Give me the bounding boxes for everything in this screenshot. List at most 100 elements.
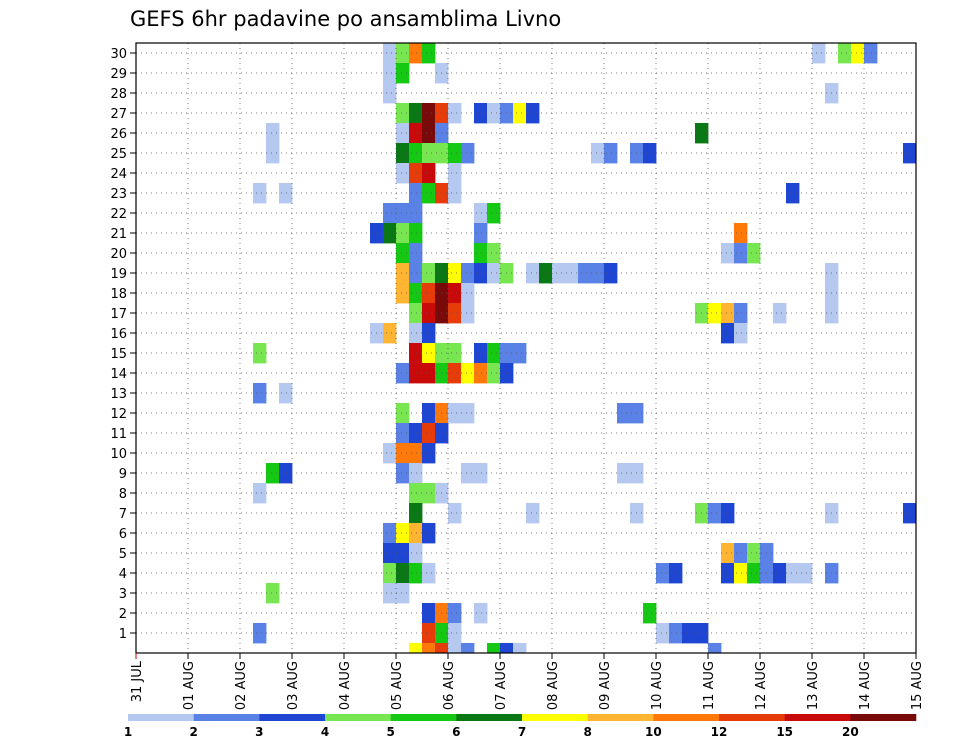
heatmap-cell xyxy=(422,563,436,584)
heatmap-cell xyxy=(396,123,410,144)
heatmap-cells xyxy=(253,43,917,654)
heatmap-cell xyxy=(383,203,397,224)
heatmap-cell xyxy=(422,363,436,384)
y-tick-label: 11 xyxy=(110,427,127,442)
heatmap-cell xyxy=(409,363,423,384)
legend-swatch xyxy=(784,714,851,721)
heatmap-cell xyxy=(721,243,735,264)
heatmap-cell xyxy=(448,343,462,364)
heatmap-cell xyxy=(448,623,462,644)
color-legend: 1 2 3 4 5 6 7 8 10 12 15 20 xyxy=(124,714,917,739)
x-tick-label: 01 AUG xyxy=(182,661,197,710)
heatmap-cell xyxy=(656,623,670,644)
heatmap-cell xyxy=(422,443,436,464)
y-tick-label: 20 xyxy=(110,247,127,262)
heatmap-cell xyxy=(266,143,280,164)
legend-tick-label: 12 xyxy=(711,725,728,739)
heatmap-cell xyxy=(383,583,397,604)
y-tick-label: 3 xyxy=(119,587,127,602)
heatmap-cell xyxy=(487,103,501,124)
x-tick-label: 04 AUG xyxy=(338,661,353,710)
y-tick-label: 4 xyxy=(119,567,127,582)
y-tick-label: 25 xyxy=(110,147,127,162)
y-tick-label: 26 xyxy=(110,127,127,142)
heatmap-cell xyxy=(409,183,423,204)
heatmap-cell xyxy=(734,223,748,244)
legend-tick-label: 10 xyxy=(645,725,662,739)
heatmap-cell xyxy=(409,143,423,164)
x-tick-label: 14 AUG xyxy=(858,661,873,710)
heatmap-cell xyxy=(474,363,488,384)
y-tick-label: 19 xyxy=(110,267,127,282)
heatmap-cell xyxy=(903,503,917,524)
heatmap-cell xyxy=(253,383,267,404)
y-tick-label: 10 xyxy=(110,447,127,462)
legend-swatch xyxy=(850,714,917,721)
y-tick-label: 12 xyxy=(110,407,127,422)
heatmap-cell xyxy=(422,283,436,304)
heatmap-cell xyxy=(409,503,423,524)
heatmap-cell xyxy=(435,643,449,654)
heatmap-cell xyxy=(448,503,462,524)
heatmap-cell xyxy=(396,543,410,564)
legend-tick-label: 7 xyxy=(518,725,526,739)
heatmap-cell xyxy=(708,643,722,654)
legend-swatch xyxy=(522,714,588,721)
heatmap-cell xyxy=(461,643,475,654)
heatmap-cell xyxy=(539,263,553,284)
heatmap-cell xyxy=(578,263,592,284)
y-tick-label: 22 xyxy=(110,207,127,222)
y-tick-label: 7 xyxy=(119,507,127,522)
heatmap-cell xyxy=(734,323,748,344)
legend-tick-label: 15 xyxy=(776,725,793,739)
heatmap-cell xyxy=(253,623,267,644)
heatmap-cell xyxy=(266,123,280,144)
heatmap-cell xyxy=(422,143,436,164)
heatmap-cell xyxy=(422,603,436,624)
y-tick-label: 2 xyxy=(119,607,127,622)
heatmap-cell xyxy=(422,123,436,144)
x-tick-label: 02 AUG xyxy=(234,661,249,710)
heatmap-cell xyxy=(383,83,397,104)
heatmap-cell xyxy=(461,143,475,164)
chart-title: GEFS 6hr padavine po ansamblima Livno xyxy=(130,7,561,31)
heatmap-cell xyxy=(409,43,423,64)
heatmap-cell xyxy=(500,643,514,654)
heatmap-cell xyxy=(396,263,410,284)
heatmap-cell xyxy=(734,563,748,584)
heatmap-cell xyxy=(396,203,410,224)
y-tick-label: 1 xyxy=(119,627,127,642)
heatmap-cell xyxy=(422,183,436,204)
legend-swatch xyxy=(193,714,260,721)
heatmap-cell xyxy=(773,563,787,584)
heatmap-cell xyxy=(422,323,436,344)
x-tick-label: 10 AUG xyxy=(650,661,665,710)
heatmap-cell xyxy=(461,403,475,424)
heatmap-cell xyxy=(396,103,410,124)
heatmap-cell xyxy=(591,263,605,284)
heatmap-cell xyxy=(721,563,735,584)
heatmap-cell xyxy=(396,523,410,544)
y-tick-label: 14 xyxy=(110,367,127,382)
heatmap-cell xyxy=(409,423,423,444)
heatmap-cell xyxy=(409,263,423,284)
heatmap-cell xyxy=(448,263,462,284)
heatmap-cell xyxy=(513,643,527,654)
heatmap-cell xyxy=(409,643,423,654)
x-tick-label: 05 AUG xyxy=(390,661,405,710)
legend-swatch xyxy=(390,714,457,721)
legend-tick-label: 6 xyxy=(452,725,460,739)
x-tick-label: 13 AUG xyxy=(806,661,821,710)
heatmap-cell xyxy=(747,543,761,564)
heatmap-cell xyxy=(474,243,488,264)
heatmap-cell xyxy=(409,343,423,364)
legend-swatch xyxy=(259,714,326,721)
heatmap-cell xyxy=(409,543,423,564)
heatmap-cell xyxy=(708,503,722,524)
heatmap-cell xyxy=(253,183,267,204)
heatmap-cell xyxy=(383,523,397,544)
legend-swatch xyxy=(653,714,720,721)
heatmap-cell xyxy=(721,303,735,324)
heatmap-cell xyxy=(409,243,423,264)
